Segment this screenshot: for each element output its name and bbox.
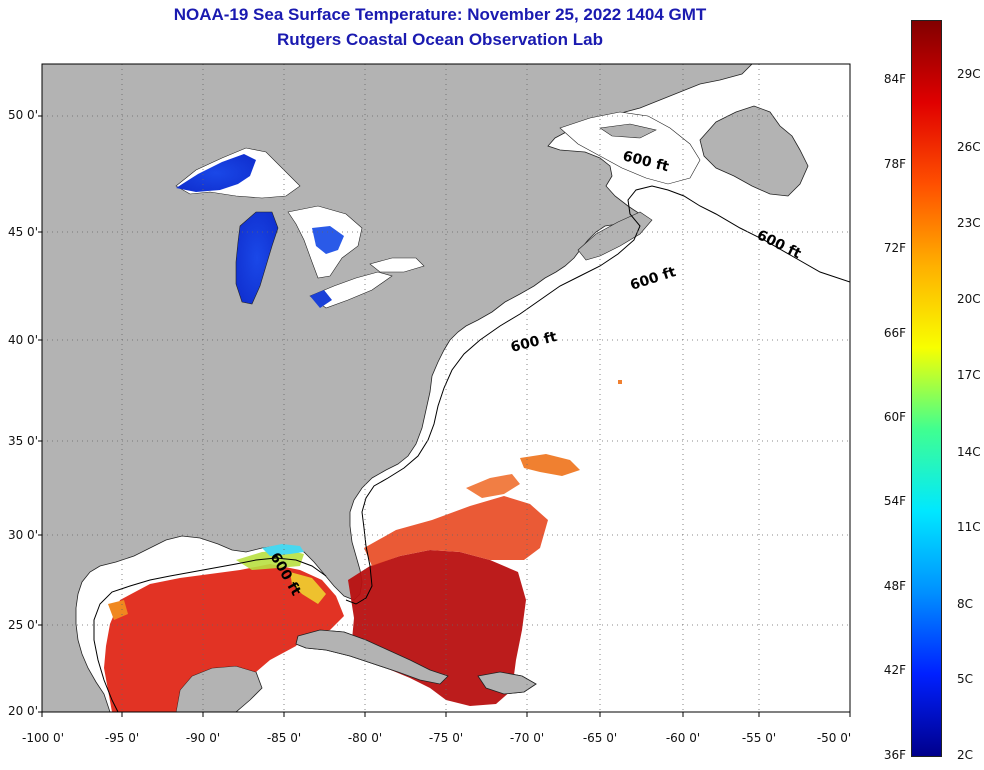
gulf-sst-green-band [236,550,304,570]
lake-superior-sst [176,154,256,192]
isobath-600ft-gulf [93,557,327,712]
gulf-sst-warm [104,564,344,712]
colorbar-label-84f: 84F [883,72,906,86]
colorbar-label-66f: 66F [883,326,906,340]
lon-label-100: -100 0' [22,731,64,745]
colorbar-label-54f: 54F [883,494,906,508]
colorbar-label-2c: 2C [957,748,974,762]
lon-label-80: -80 0' [347,731,383,745]
lat-label-45: 45 0' [7,225,38,239]
atlantic-sst-patch-2 [466,474,520,498]
lake-ontario-outline [369,257,425,273]
colorbar-label-48f: 48F [883,579,906,593]
lat-label-35: 35 0' [7,434,38,448]
colorbar-label-29c: 29C [957,67,981,81]
colorbar-label-72f: 72F [883,241,906,255]
lat-label-30: 30 0' [7,528,38,542]
colorbar-label-26c: 26C [957,140,981,154]
lon-label-90: -90 0' [185,731,221,745]
map-frame [41,63,851,713]
lon-label-95: -95 0' [104,731,140,745]
lake-huron-sst [312,226,344,254]
lon-label-55: -55 0' [741,731,777,745]
colorbar-label-23c: 23C [957,216,981,230]
colorbar-label-78f: 78F [883,157,906,171]
gulf-sst-yellow-band [290,572,326,604]
lat-label-50: 50 0' [7,108,38,122]
lake-michigan-sst [235,211,279,305]
lat-label-40: 40 0' [7,333,38,347]
colorbar-label-20c: 20C [957,292,981,306]
anticosti-island [599,123,657,139]
hispaniola-land-overlay [477,671,537,695]
lake-erie-sst [310,290,332,308]
lon-label-50: -50 0' [816,731,852,745]
gulf-sst-orange-patch [108,600,128,620]
colorbar-label-36f: 36F [883,748,906,762]
colorbar-label-14c: 14C [957,445,981,459]
lat-label-20: 20 0' [7,704,38,718]
north-america-land [42,64,753,712]
lon-label-60: -60 0' [665,731,701,745]
colorbar-label-5c: 5C [957,672,974,686]
atlantic-sst-patch-3 [520,454,580,476]
colorbar-label-11c: 11C [957,520,981,534]
atlantic-sst-speck [618,380,622,384]
gulf-st-lawrence [559,111,701,185]
temperature-colorbar [911,20,942,757]
lon-label-75: -75 0' [428,731,464,745]
nova-scotia [577,211,653,261]
lat-label-25: 25 0' [7,618,38,632]
lon-label-70: -70 0' [509,731,545,745]
newfoundland-land [699,105,809,197]
cuba-land-overlay [295,629,449,685]
colorbar-label-42f: 42F [883,663,906,677]
gulf-sst-cyan-patch [262,544,304,556]
colorbar-label-60f: 60F [883,410,906,424]
map-subtitle: Rutgers Coastal Ocean Observation Lab [277,30,603,49]
colorbar-label-8c: 8C [957,597,974,611]
map-title: NOAA-19 Sea Surface Temperature: Novembe… [173,5,707,24]
colorbar-label-17c: 17C [957,368,981,382]
isobath-600ft [345,185,850,605]
lon-label-65: -65 0' [582,731,618,745]
lon-label-85: -85 0' [266,731,302,745]
axis-ticks [38,115,851,717]
atlantic-sst-patch-1 [364,496,548,566]
